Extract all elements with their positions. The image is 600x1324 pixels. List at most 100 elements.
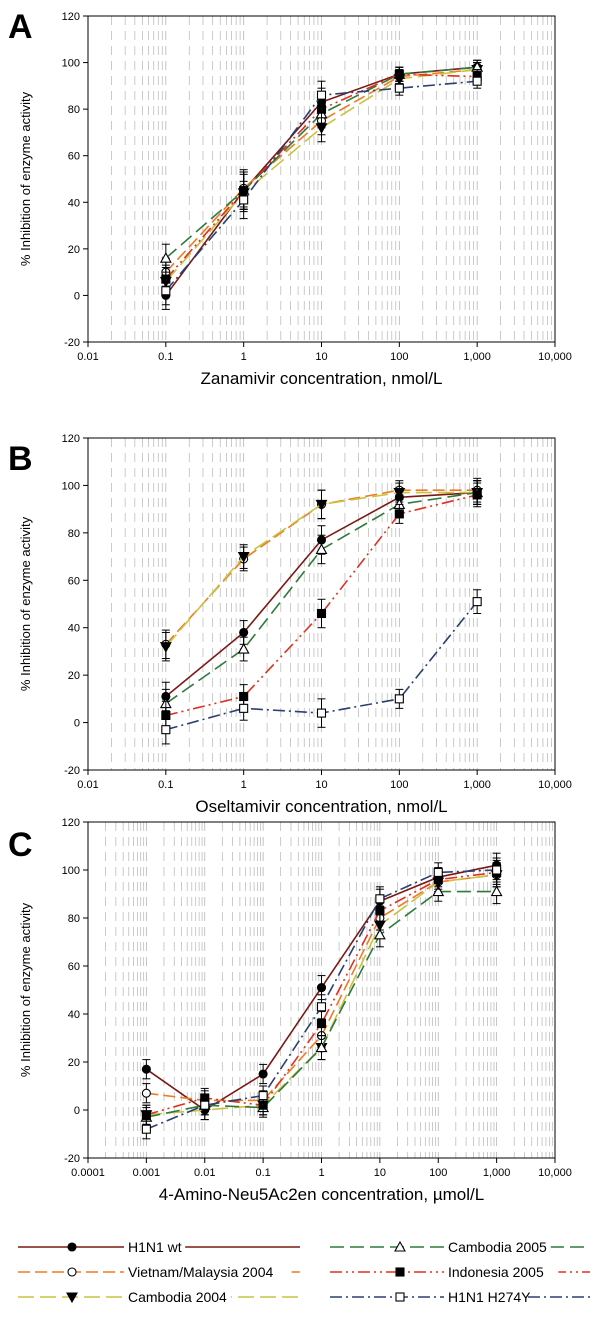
data-point <box>490 885 503 897</box>
legend-item-h1n1-wt: H1N1 wt <box>18 1237 300 1255</box>
y-tick-label: 40 <box>68 1009 80 1021</box>
data-point <box>258 1069 268 1079</box>
panel-a: A -20 0 20 40 60 80 100 120 0.01 0.1 1 10 100 1,000 10,… <box>8 8 572 388</box>
grid <box>87 438 552 770</box>
legend-label: H1N1 wt <box>128 1239 182 1255</box>
legend-label: Cambodia 2004 <box>128 1289 227 1305</box>
legend: H1N1 wt Vietnam/Malaysia 2004 Cambodia 200… <box>18 1237 590 1305</box>
x-tick-label: 100 <box>390 779 408 791</box>
legend-item-cambodia-2005: Cambodia 2005 <box>330 1237 590 1255</box>
data-point <box>394 694 404 704</box>
y-tick-label: 0 <box>74 718 80 730</box>
legend-label: Vietnam/Malaysia 2004 <box>128 1264 273 1280</box>
x-axis-title: 4-Amino-Neu5Ac2en concentration, µmol/L <box>159 1185 484 1204</box>
x-axis-title: Oseltamivir concentration, nmol/L <box>195 797 447 816</box>
data-point <box>394 83 404 93</box>
data-point <box>472 76 482 86</box>
x-tick-label: 10,000 <box>538 1167 572 1179</box>
x-tick-label: 1 <box>318 1167 324 1179</box>
x-tick-label: 1 <box>241 779 247 791</box>
y-tick-label: 100 <box>62 865 80 877</box>
y-axis-title: % Inhibition of enzyme activity <box>18 91 33 266</box>
x-tick-label: 0.01 <box>194 1167 215 1179</box>
panel-letter: C <box>8 826 33 864</box>
x-axis-title: Zanamivir concentration, nmol/L <box>201 369 443 388</box>
y-tick-label: 60 <box>68 151 80 163</box>
data-point <box>141 1124 151 1134</box>
y-tick-label: 0 <box>74 1105 80 1117</box>
legend-label-bg <box>444 1237 551 1255</box>
x-tick-label: 0.1 <box>158 351 173 363</box>
y-tick-label: 100 <box>62 58 80 70</box>
data-point <box>492 865 502 875</box>
data-point <box>315 499 328 511</box>
data-point <box>141 1064 151 1074</box>
series-h1n1-h274y <box>161 589 482 745</box>
data-point <box>472 597 482 607</box>
data-point <box>239 195 249 205</box>
y-tick-label: 60 <box>68 961 80 973</box>
y-tick-label: 100 <box>62 480 80 492</box>
data-point <box>393 487 406 499</box>
y-axis-title: % Inhibition of enzyme activity <box>18 516 33 691</box>
x-tick-label: 0.001 <box>133 1167 161 1179</box>
y-tick-label: -20 <box>64 765 80 777</box>
data-point <box>375 894 385 904</box>
series-h1n1-h274y <box>161 73 482 306</box>
x-tick-label: 10,000 <box>538 779 572 791</box>
legend-marker <box>394 1240 406 1252</box>
data-point <box>141 1110 151 1120</box>
y-tick-label: 80 <box>68 913 80 925</box>
y-tick-label: 120 <box>62 11 80 23</box>
data-point <box>161 286 171 296</box>
data-point <box>394 69 404 79</box>
data-point <box>141 1088 151 1098</box>
legend-label-bg <box>124 1262 292 1280</box>
data-point <box>159 252 172 263</box>
y-tick-label: 40 <box>68 623 80 635</box>
y-tick-label: 0 <box>74 290 80 302</box>
grid <box>87 16 552 342</box>
data-point <box>200 1100 210 1110</box>
x-tick-label: 0.1 <box>158 779 173 791</box>
data-point <box>433 867 443 877</box>
data-point <box>394 509 404 519</box>
data-point <box>161 725 171 735</box>
y-tick-label: 20 <box>68 670 80 682</box>
legend-marker <box>67 1267 77 1277</box>
y-tick-label: 80 <box>68 528 80 540</box>
legend-item-cambodia-2004: Cambodia 2004 <box>18 1287 300 1305</box>
legend-label: Cambodia 2005 <box>448 1239 547 1255</box>
y-tick-label: -20 <box>64 337 80 349</box>
x-tick-label: 10 <box>374 1167 386 1179</box>
data-point <box>258 1091 268 1101</box>
data-point <box>373 928 386 940</box>
x-tick-label: 0.01 <box>77 779 98 791</box>
x-tick-label: 0.0001 <box>71 1167 105 1179</box>
x-tick-label: 10,000 <box>538 351 572 363</box>
x-tick-label: 0.01 <box>77 351 98 363</box>
x-tick-label: 10 <box>315 351 327 363</box>
y-tick-label: 80 <box>68 104 80 116</box>
legend-label-bg <box>444 1287 528 1305</box>
y-axis-title: % Inhibition of enzyme activity <box>18 902 33 1077</box>
y-tick-label: 20 <box>68 244 80 256</box>
panel-letter: B <box>8 440 33 478</box>
x-tick-label: 100 <box>429 1167 447 1179</box>
legend-label-bg <box>444 1262 559 1280</box>
y-tick-label: 40 <box>68 197 80 209</box>
data-point <box>237 552 250 563</box>
panel-b: B -20 0 20 40 60 80 100 120 0.01 0.1 1 10 100 1,000 10,… <box>8 433 572 816</box>
legend-label: Indonesia 2005 <box>448 1264 544 1280</box>
data-point <box>472 490 482 500</box>
data-point <box>432 885 445 897</box>
panel-letter: A <box>8 8 33 46</box>
data-point <box>237 642 250 654</box>
data-point <box>316 708 327 718</box>
data-point <box>316 1002 327 1012</box>
data-point <box>315 543 328 555</box>
x-tick-label: 100 <box>390 351 408 363</box>
x-tick-label: 10 <box>315 779 327 791</box>
x-tick-label: 1 <box>241 351 247 363</box>
